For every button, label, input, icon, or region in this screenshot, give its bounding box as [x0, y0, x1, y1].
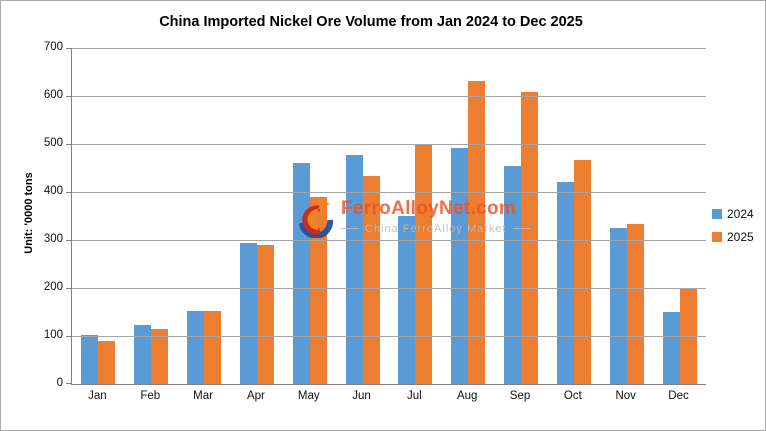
- bar-2025-oct: [573, 160, 591, 384]
- x-axis-label-jan: Jan: [88, 390, 107, 402]
- y-axis-label-0: 0: [56, 377, 63, 389]
- bar-2024-nov: [609, 228, 627, 384]
- x-axis-category-labels: Jan Feb Mar Apr May Jun Jul Aug Sep Oct Nov Dec: [71, 390, 705, 402]
- bar-2025-sep: [521, 92, 539, 384]
- bar-group-jul: [389, 48, 442, 384]
- bar-group-oct: [547, 48, 600, 384]
- gridline-100: [72, 336, 706, 337]
- bar-2024-dec: [662, 312, 680, 384]
- bar-group-jun: [336, 48, 389, 384]
- gridline-200: [72, 288, 706, 289]
- x-axis-label-sep: Sep: [509, 390, 531, 402]
- bar-group-aug: [442, 48, 495, 384]
- x-axis-label-feb: Feb: [140, 390, 161, 402]
- y-tick-500: [66, 144, 72, 145]
- legend-label-2025: 2025: [727, 230, 754, 244]
- bar-2025-jun: [362, 176, 380, 384]
- x-axis-label-mar: Mar: [193, 390, 213, 402]
- y-tick-100: [66, 336, 72, 337]
- x-axis-label-aug: Aug: [456, 390, 478, 402]
- legend-item-2024: 2024: [712, 207, 754, 221]
- x-axis-label-may: May: [297, 390, 320, 402]
- y-axis-label-500: 500: [43, 137, 63, 149]
- plot-area: [66, 48, 706, 385]
- x-axis-label-oct: Oct: [563, 390, 582, 402]
- y-tick-400: [66, 192, 72, 193]
- bar-2024-jan: [81, 335, 99, 384]
- bar-group-dec: [653, 48, 706, 384]
- y-tick-700: [66, 48, 72, 49]
- y-axis-label-400: 400: [43, 185, 63, 197]
- x-axis-label-dec: Dec: [668, 390, 689, 402]
- bar-group-jan: [72, 48, 125, 384]
- bar-group-apr: [230, 48, 283, 384]
- bar-2024-sep: [504, 165, 522, 384]
- bar-2024-jul: [398, 216, 416, 384]
- legend-swatch-2024: [712, 209, 722, 219]
- bar-series-container: [72, 48, 706, 384]
- chart-title: China Imported Nickel Ore Volume from Ja…: [159, 14, 583, 30]
- bar-group-may: [283, 48, 336, 384]
- bar-2025-may: [309, 197, 327, 384]
- bar-group-mar: [178, 48, 231, 384]
- gridline-500: [72, 144, 706, 145]
- bar-2025-nov: [626, 224, 644, 384]
- bar-2024-aug: [451, 148, 469, 384]
- y-tick-0: [66, 383, 72, 384]
- bar-2025-mar: [204, 311, 222, 384]
- bar-2024-may: [292, 163, 310, 384]
- x-axis-label-apr: Apr: [246, 390, 265, 402]
- gridline-700: [72, 48, 706, 49]
- x-axis-label-jun: Jun: [352, 390, 371, 402]
- bar-2024-mar: [187, 311, 205, 384]
- y-axis-label-300: 300: [43, 233, 63, 245]
- y-axis-label-700: 700: [43, 41, 63, 53]
- legend-item-2025: 2025: [712, 230, 754, 244]
- y-tick-200: [66, 288, 72, 289]
- legend: 2024 2025: [712, 207, 754, 253]
- bar-2025-aug: [468, 81, 486, 384]
- bar-2025-feb: [151, 329, 169, 384]
- gridline-600: [72, 96, 706, 97]
- bar-2025-jan: [98, 341, 116, 384]
- bar-group-feb: [125, 48, 178, 384]
- x-axis-label-nov: Nov: [615, 390, 636, 402]
- y-tick-300: [66, 240, 72, 241]
- gridline-300: [72, 240, 706, 241]
- y-axis-label-600: 600: [43, 89, 63, 101]
- bar-group-sep: [495, 48, 548, 384]
- bar-2024-apr: [239, 243, 257, 384]
- legend-label-2024: 2024: [727, 207, 754, 221]
- y-tick-600: [66, 96, 72, 97]
- bar-2025-jul: [415, 144, 433, 384]
- bar-2024-oct: [556, 182, 574, 384]
- gridline-400: [72, 192, 706, 193]
- bar-group-nov: [600, 48, 653, 384]
- y-axis-label-200: 200: [43, 281, 63, 293]
- bar-2024-feb: [134, 325, 152, 384]
- y-axis-label-100: 100: [43, 329, 63, 341]
- legend-swatch-2025: [712, 232, 722, 242]
- bar-2024-jun: [345, 155, 363, 384]
- bar-2025-apr: [256, 244, 274, 384]
- x-axis-label-jul: Jul: [407, 390, 422, 402]
